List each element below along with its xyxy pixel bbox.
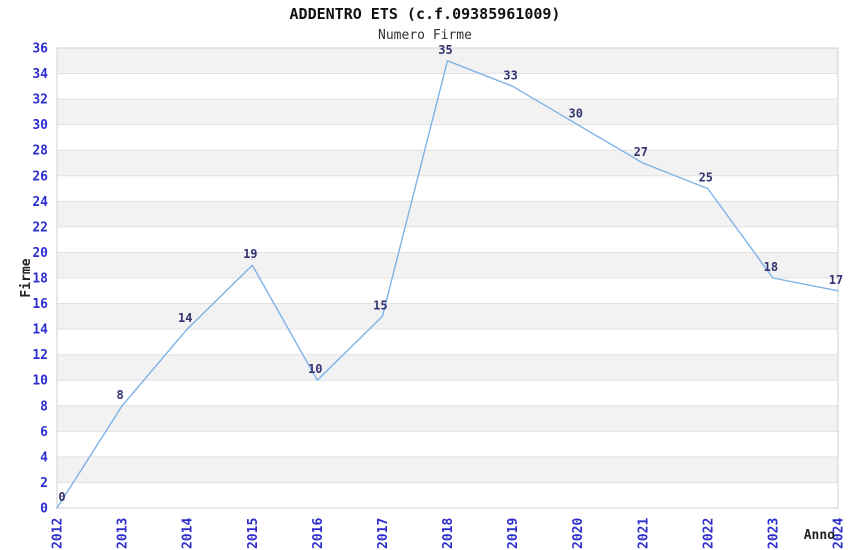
grid-band bbox=[57, 252, 838, 278]
grid-band bbox=[57, 380, 838, 406]
data-point-label: 18 bbox=[764, 260, 778, 274]
data-point-label: 0 bbox=[58, 490, 65, 504]
data-point-label: 35 bbox=[438, 43, 452, 57]
data-point-label: 33 bbox=[503, 68, 517, 82]
x-tick-label: 2022 bbox=[701, 518, 716, 549]
grid-band bbox=[57, 201, 838, 227]
y-tick-label: 12 bbox=[32, 348, 48, 363]
y-tick-label: 26 bbox=[32, 169, 48, 184]
y-tick-label: 0 bbox=[40, 502, 48, 517]
data-point-label: 8 bbox=[116, 388, 123, 402]
x-tick-label: 2023 bbox=[766, 518, 781, 549]
x-tick-label: 2015 bbox=[246, 518, 261, 549]
grid-band bbox=[57, 150, 838, 176]
y-tick-label: 4 bbox=[40, 450, 48, 465]
chart-title: ADDENTRO ETS (c.f.09385961009) bbox=[289, 5, 561, 23]
y-tick-label: 36 bbox=[32, 42, 48, 57]
data-point-label: 17 bbox=[829, 273, 843, 287]
y-tick-label: 20 bbox=[32, 246, 48, 261]
grid-band bbox=[57, 431, 838, 457]
data-point-label: 30 bbox=[568, 107, 582, 121]
y-tick-label: 30 bbox=[32, 118, 48, 133]
y-tick-label: 28 bbox=[32, 144, 48, 159]
x-tick-label: 2021 bbox=[636, 518, 651, 549]
y-tick-label: 14 bbox=[32, 323, 48, 338]
grid-band bbox=[57, 456, 838, 483]
y-tick-label: 22 bbox=[32, 220, 48, 235]
y-tick-label: 32 bbox=[32, 93, 48, 108]
data-point-label: 19 bbox=[243, 247, 257, 261]
grid-band bbox=[57, 124, 838, 151]
grid-band bbox=[57, 354, 838, 381]
series-line bbox=[56, 60, 839, 509]
y-tick-label: 24 bbox=[32, 195, 48, 210]
grid-band bbox=[57, 226, 838, 253]
y-tick-label: 34 bbox=[32, 67, 48, 82]
x-tick-label: 2020 bbox=[571, 518, 586, 549]
x-tick-label: 2013 bbox=[116, 518, 131, 549]
grid-band bbox=[57, 278, 838, 304]
chart-subtitle: Numero Firme bbox=[378, 28, 472, 43]
y-tick-label: 2 bbox=[40, 476, 48, 491]
plot-border bbox=[56, 47, 839, 509]
data-point-label: 14 bbox=[178, 311, 192, 325]
x-tick-label: 2018 bbox=[441, 518, 456, 549]
x-tick-label: 2024 bbox=[832, 518, 847, 549]
y-tick-label: 8 bbox=[40, 399, 48, 414]
x-tick-label: 2016 bbox=[311, 518, 326, 549]
x-tick-label: 2017 bbox=[376, 518, 391, 549]
y-tick-label: 16 bbox=[32, 297, 48, 312]
grid-band bbox=[57, 99, 838, 125]
y-tick-label: 18 bbox=[32, 272, 48, 287]
data-point-label: 27 bbox=[634, 145, 648, 159]
x-tick-label: 2014 bbox=[181, 518, 196, 549]
x-tick-label: 2012 bbox=[51, 518, 66, 549]
y-tick-label: 10 bbox=[32, 374, 48, 389]
grid-band bbox=[57, 482, 838, 508]
grid-band bbox=[57, 405, 838, 432]
grid-band bbox=[57, 329, 838, 355]
x-axis-title: Anno bbox=[803, 528, 835, 543]
grid-band bbox=[57, 175, 838, 202]
data-point-label: 25 bbox=[699, 171, 713, 185]
data-point-label: 10 bbox=[308, 362, 322, 376]
x-tick-label: 2019 bbox=[506, 518, 521, 549]
y-tick-label: 6 bbox=[40, 425, 48, 440]
grid-band bbox=[57, 73, 838, 100]
grid-band bbox=[57, 303, 838, 330]
data-point-label: 15 bbox=[373, 298, 387, 312]
